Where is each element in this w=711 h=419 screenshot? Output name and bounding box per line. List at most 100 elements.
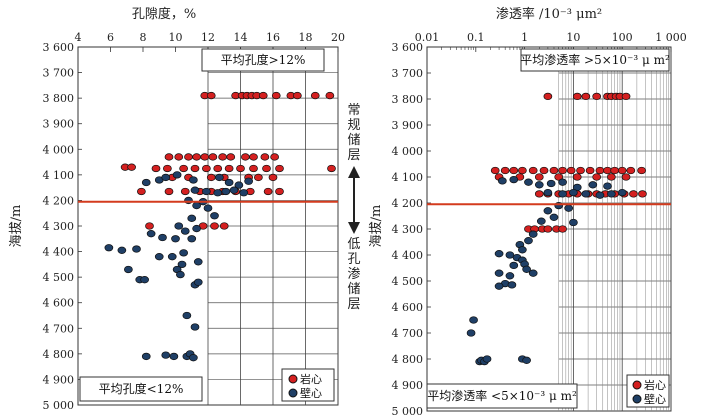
wall-core-sample-point	[524, 178, 533, 186]
core-sample-point	[145, 222, 154, 230]
core-sample-point	[310, 91, 320, 100]
core-sample-point	[275, 187, 284, 196]
x-tick-label: 12	[201, 31, 215, 44]
y-tick-label: 4 800	[392, 353, 424, 366]
wall-core-sample-point	[161, 351, 171, 359]
core-sample-point	[558, 166, 567, 175]
core-sample-point	[268, 173, 278, 182]
y-tick-label: 4 700	[392, 327, 424, 340]
wall-core-sample-point	[202, 187, 211, 196]
core-sample-point	[241, 153, 250, 161]
core-sample-point	[325, 91, 335, 100]
x-tick-label: 0.1	[467, 31, 485, 44]
legend-label-core: 岩心	[300, 372, 322, 386]
y-tick-label: 4 200	[392, 197, 424, 210]
core-sample-point	[610, 166, 619, 175]
wall-core-sample-point	[581, 190, 591, 198]
core-sample-point	[293, 91, 302, 100]
core-sample-point	[617, 166, 627, 175]
core-sample-point	[500, 166, 510, 175]
wall-core-sample-point	[244, 177, 253, 185]
legend: 岩心 壁心	[626, 374, 670, 408]
core-sample-point	[190, 164, 200, 173]
wall-core-sample-point	[558, 190, 567, 198]
x-tick-labels: 4 6 8 10 12 14 16 18 20	[75, 31, 345, 52]
wall-core-sample-point	[158, 233, 167, 242]
wall-core-sample-point	[569, 188, 578, 197]
annotation-box-top	[520, 48, 670, 72]
x-tick-label: 18	[299, 31, 313, 44]
wall-core-sample-point	[215, 173, 224, 182]
y-tick-labels: 3 600 3 700 3 800 3 900 4 000 4 100 4 200 4 300…	[392, 41, 431, 418]
core-sample-point	[592, 92, 602, 101]
wall-core-sample-point	[603, 182, 612, 190]
wall-core-sample-point	[180, 227, 190, 235]
wall-core-sample-point	[543, 188, 553, 197]
x-tick-label: 14	[234, 31, 248, 44]
core-sample-point	[595, 166, 605, 175]
wall-core-sample-point	[176, 270, 185, 279]
core-sample-point	[543, 92, 553, 101]
wall-core-sample-point	[607, 190, 616, 198]
y-tick-label: 3 700	[43, 67, 75, 80]
wall-core-sample-point	[190, 323, 200, 331]
wall-core-sample-point	[528, 269, 538, 277]
wall-core-sample-point	[179, 249, 188, 257]
x-tick-label: 8	[140, 31, 147, 44]
wall-core-sample-point	[522, 265, 531, 273]
wall-core-sample-point	[132, 245, 141, 253]
y-tick-labels: 3 600 3 700 3 800 3 900 4 000 4 100 4 200 4 300…	[43, 41, 82, 412]
x-tick-label: 16	[266, 31, 280, 44]
wall-core-sample-point	[184, 196, 193, 205]
grid-lines	[558, 47, 672, 411]
wall-core-sample-point	[239, 189, 249, 197]
annotation-bottom: 平均孔度<12%	[99, 381, 184, 396]
x-tick-label: 100	[612, 31, 633, 44]
core-sample-point	[549, 166, 559, 175]
wall-core-sample-point	[172, 171, 182, 179]
core-sample-point	[572, 173, 582, 181]
core-sample-point	[263, 187, 273, 196]
core-sample-point	[192, 153, 201, 161]
label-char: 渗	[347, 267, 360, 282]
annotation-top: 平均渗透率 >5×10⁻³ μ m²	[520, 52, 670, 67]
x-tick-label: 4	[75, 31, 82, 44]
wall-core-sample-point	[229, 186, 239, 194]
core-sample-point	[572, 92, 582, 101]
core-sample-point	[576, 166, 585, 175]
wall-core-sample-point	[554, 201, 564, 210]
x-tick-label: 10	[566, 31, 580, 44]
core-sample-point	[210, 222, 219, 230]
core-sample-point	[219, 222, 229, 230]
y-tick-label: 5 000	[392, 405, 424, 418]
y-axis-title: 海拔/m	[369, 205, 384, 248]
y-tick-label: 4 200	[43, 194, 75, 207]
wall-core-sample-point	[174, 222, 184, 230]
y-tick-label: 4 500	[43, 271, 75, 284]
wall-core-sample-point	[193, 258, 203, 266]
core-sample-point	[249, 164, 258, 173]
wall-core-sample-point	[124, 265, 133, 274]
core-sample-point	[206, 173, 216, 182]
wall-core-sample-point	[569, 218, 578, 227]
y-tick-label: 5 000	[43, 399, 75, 412]
core-sample-point	[621, 92, 631, 101]
wall-core-sample-point	[595, 191, 605, 199]
wall-core-sample-point	[146, 230, 156, 238]
core-sample-point	[629, 190, 638, 198]
annotation-box-top	[201, 48, 325, 72]
core-sample-point	[184, 153, 193, 161]
core-sample-point	[208, 153, 218, 161]
label-char: 储	[347, 282, 360, 297]
x-tick-label: 0.01	[415, 31, 440, 44]
x-tick-label: 1	[521, 31, 528, 44]
core-sample-point	[202, 164, 211, 173]
core-sample-point	[164, 153, 174, 161]
permeability-panel: 3 600 3 700 3 800 3 900 4 000 4 100 4 200 4 300…	[369, 6, 687, 418]
data-points	[466, 92, 647, 366]
data-points	[104, 91, 336, 362]
wall-core-sample-point	[117, 246, 127, 254]
annotation-top: 平均孔度>12%	[221, 52, 306, 67]
